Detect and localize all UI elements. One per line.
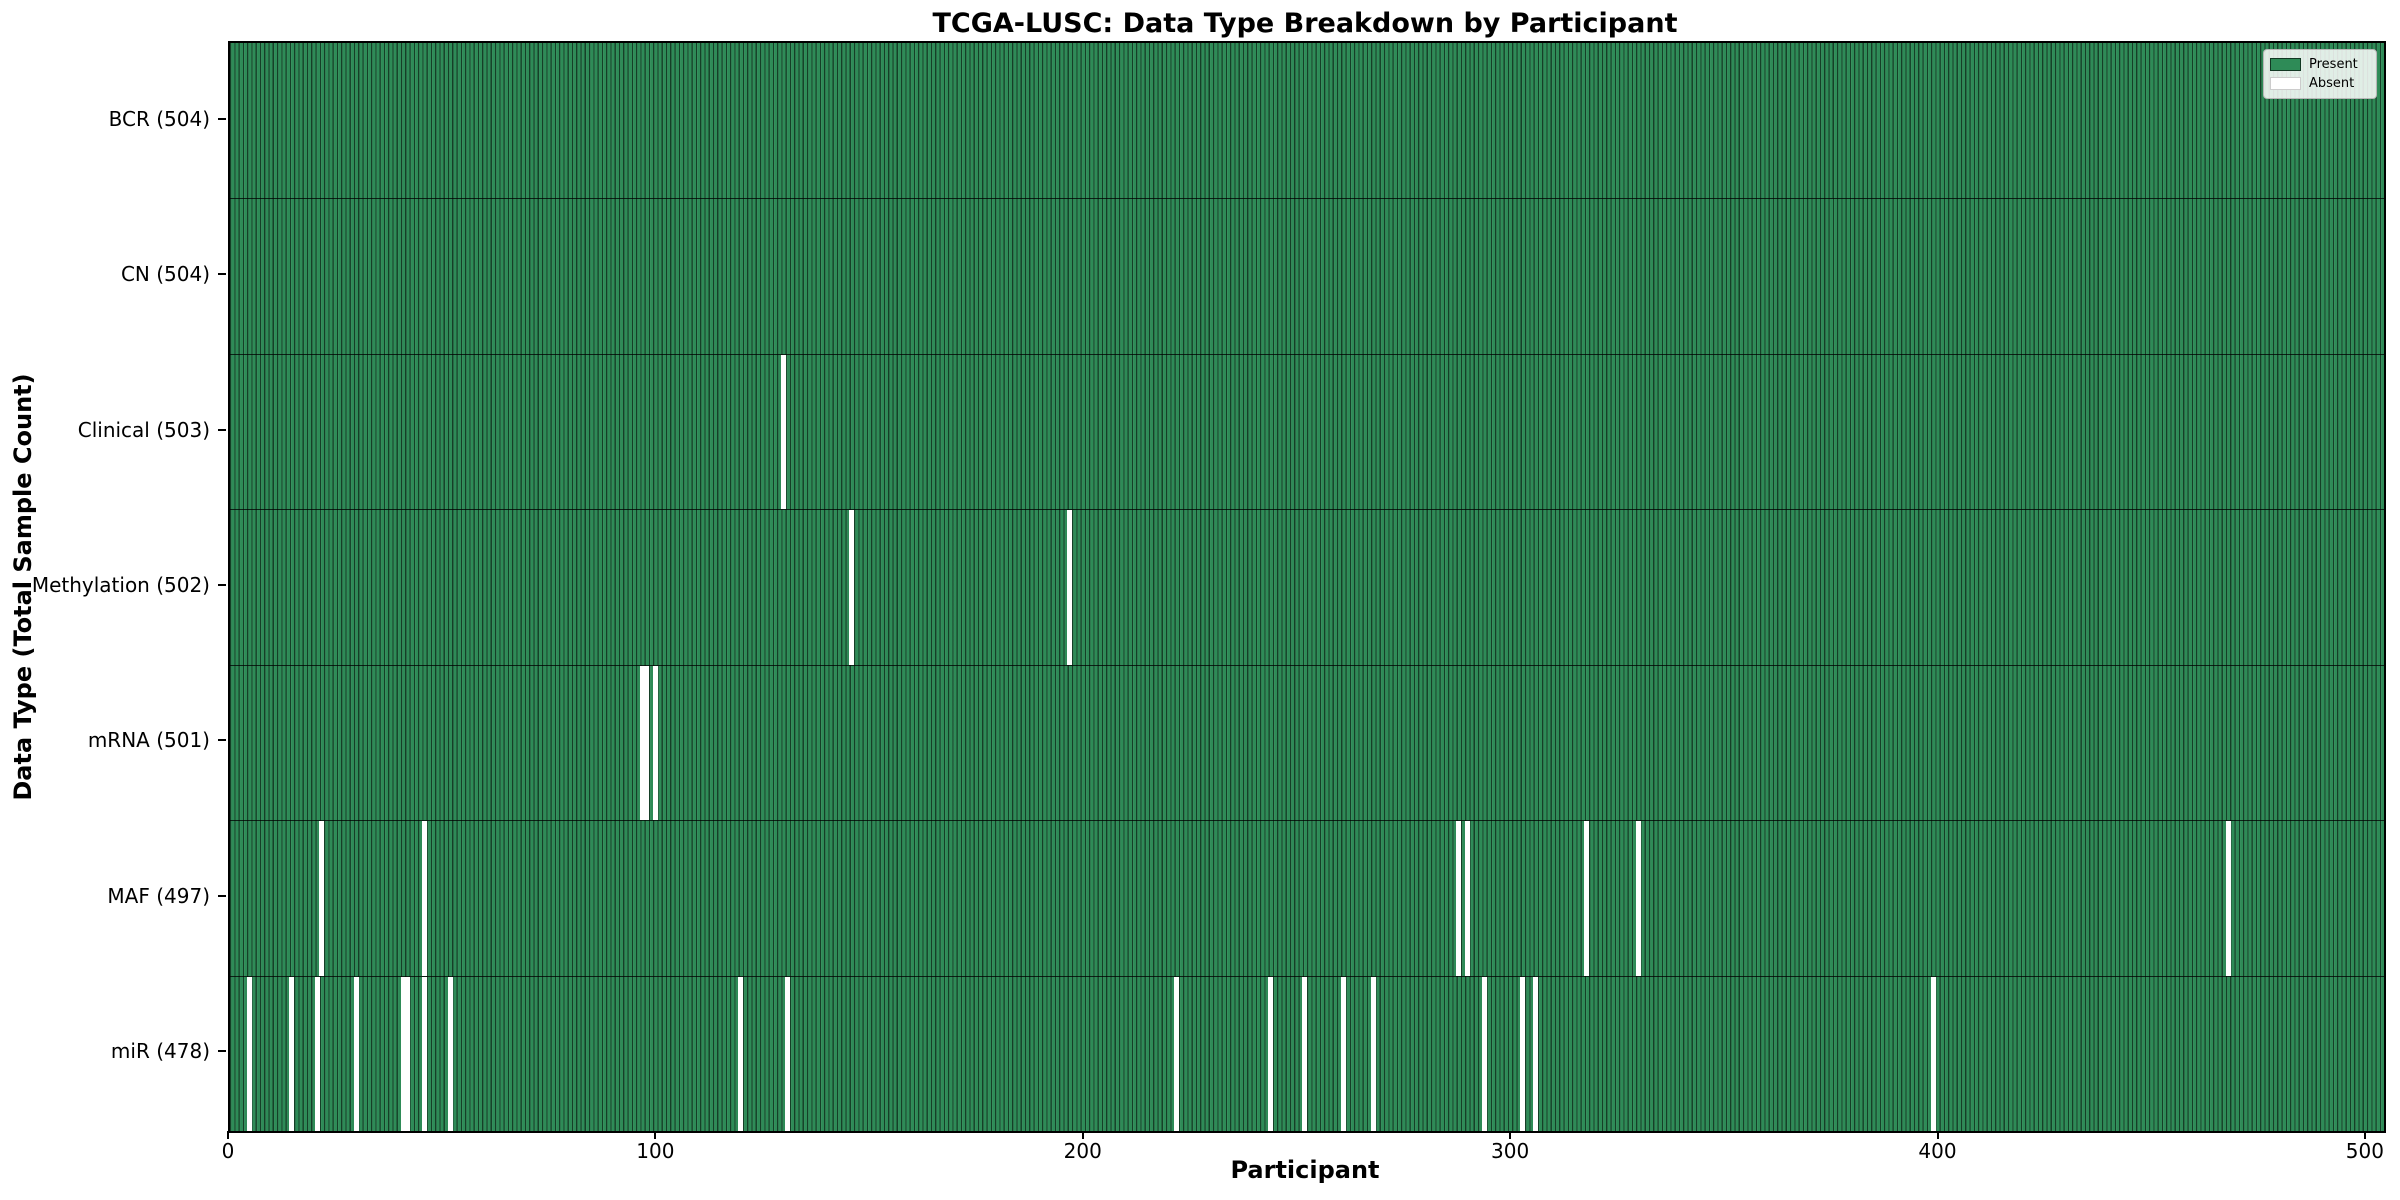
absent-gap <box>319 821 325 976</box>
x-axis-label: Participant <box>1230 1156 1380 1184</box>
absent-gap <box>421 821 427 976</box>
row-bcr <box>230 43 2384 199</box>
y-tick-mark <box>218 894 226 897</box>
absent-gap <box>644 665 650 821</box>
x-tick-mark <box>654 1131 657 1139</box>
y-tick-mark <box>218 584 226 586</box>
absent-gap <box>1370 976 1376 1131</box>
absent-gap <box>1635 821 1641 976</box>
absent-gap <box>1481 976 1487 1131</box>
legend-present-label: Present <box>2309 57 2358 72</box>
x-tick-label-100: 100 <box>636 1139 675 1163</box>
absent-gap <box>1456 821 1462 976</box>
absent-gap <box>785 976 791 1131</box>
x-tick-mark <box>1509 1131 1512 1139</box>
present-swatch-icon <box>2270 58 2301 71</box>
absent-gap <box>404 976 410 1131</box>
absent-gap <box>1584 821 1590 976</box>
x-tick-label-200: 200 <box>1063 1139 1102 1163</box>
y-tick-mark <box>218 1050 226 1053</box>
absent-gap <box>1268 976 1274 1131</box>
absent-gap <box>246 976 252 1131</box>
absent-gap <box>1340 976 1346 1131</box>
legend-entry-absent: Absent <box>2270 74 2376 93</box>
x-tick-label-500: 500 <box>2345 1139 2384 1163</box>
absent-gap <box>849 510 855 665</box>
absent-gap <box>1302 976 1308 1131</box>
absent-swatch-icon <box>2270 77 2301 90</box>
absent-gap <box>2225 821 2231 976</box>
absent-gap <box>1533 976 1539 1131</box>
chart-title: TCGA-LUSC: Data Type Breakdown by Partic… <box>932 8 1678 39</box>
y-tick-label-bcr: BCR (504) <box>108 106 210 131</box>
absent-gap <box>400 976 406 1131</box>
y-tick-label-cn: CN (504) <box>120 262 210 287</box>
y-tick-mark <box>218 739 226 742</box>
y-tick-mark <box>218 273 226 276</box>
row-maf <box>230 820 2384 976</box>
x-tick-mark <box>227 1131 229 1139</box>
y-tick-label-clinical: Clinical (503) <box>77 417 210 442</box>
x-tick-label-300: 300 <box>1491 1139 1530 1163</box>
y-tick-label-mir: miR (478) <box>110 1039 210 1064</box>
legend: Present Absent <box>2263 49 2377 99</box>
y-tick-label-mrna: mRNA (501) <box>87 728 210 753</box>
y-tick-label-methylation: Methylation (502) <box>31 573 210 597</box>
absent-gap <box>315 976 321 1131</box>
x-tick-mark <box>2363 1131 2366 1139</box>
x-tick-label-400: 400 <box>1918 1139 1957 1163</box>
absent-gap <box>1174 976 1180 1131</box>
x-tick-label-0: 0 <box>221 1139 235 1163</box>
absent-gap <box>639 665 645 821</box>
absent-gap <box>652 665 658 821</box>
row-cn <box>230 198 2384 354</box>
absent-gap <box>353 976 359 1131</box>
legend-entry-present: Present <box>2270 55 2376 74</box>
absent-gap <box>780 354 786 510</box>
absent-gap <box>1520 976 1526 1131</box>
absent-gap <box>1464 821 1470 976</box>
y-tick-mark <box>218 117 226 120</box>
x-tick-mark <box>1081 1131 1084 1139</box>
absent-gap <box>447 976 453 1131</box>
row-methylation <box>230 509 2384 665</box>
legend-absent-label: Absent <box>2309 76 2355 91</box>
plot-area: Present Absent <box>228 41 2386 1133</box>
row-mir <box>230 975 2384 1131</box>
absent-gap <box>738 976 744 1131</box>
row-mrna <box>230 664 2384 821</box>
y-tick-label-maf: MAF (497) <box>107 883 210 908</box>
row-clinical <box>230 353 2384 510</box>
absent-gap <box>289 976 295 1131</box>
x-tick-mark <box>1936 1131 1939 1139</box>
absent-gap <box>1067 510 1073 665</box>
absent-gap <box>421 976 427 1131</box>
absent-gap <box>1930 976 1936 1131</box>
y-tick-mark <box>218 428 226 431</box>
